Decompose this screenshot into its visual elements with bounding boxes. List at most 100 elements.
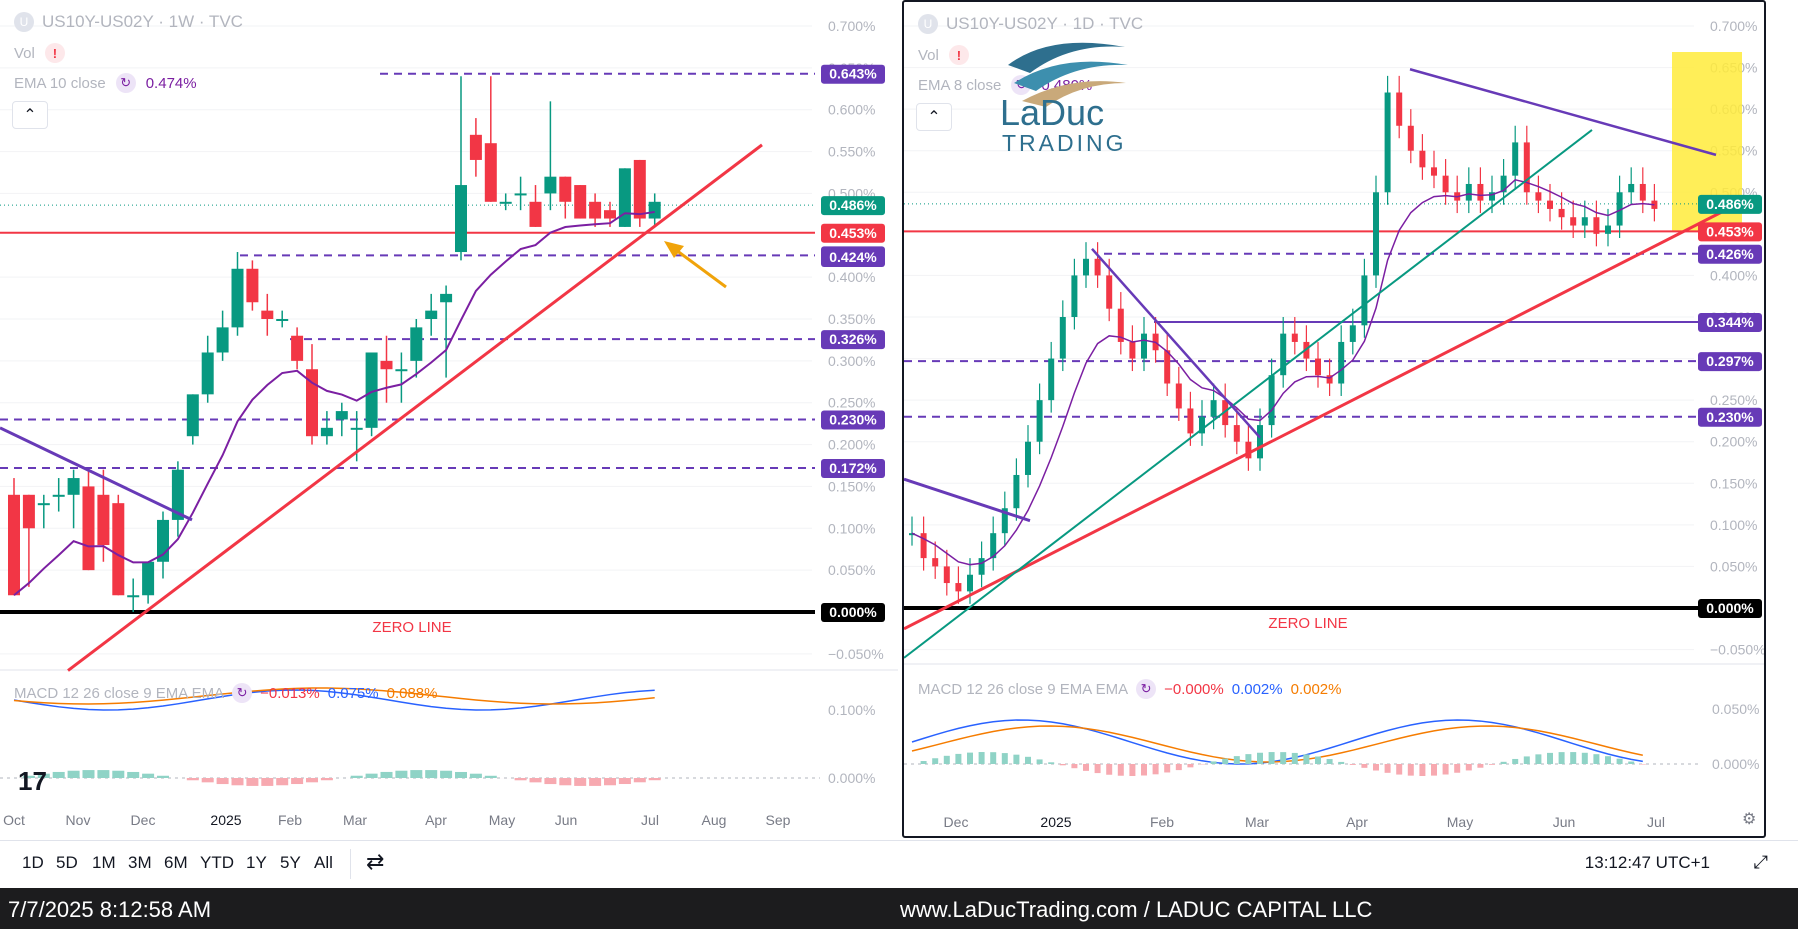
candle-body: [1117, 308, 1124, 342]
price-tick-label: 0.050%: [1710, 558, 1757, 574]
macd-histogram-bar: [1001, 753, 1008, 764]
macd-histogram-bar: [380, 771, 393, 778]
price-badge-label: 0.230%: [1706, 409, 1754, 425]
timeframe-3m-button[interactable]: 3M: [128, 853, 152, 872]
price-badge: [821, 248, 885, 268]
macd-histogram-bar: [618, 778, 631, 785]
price-tick-label: −0.050%: [1710, 642, 1764, 658]
price-tick-label: 0.250%: [828, 395, 875, 411]
macd-legend[interactable]: MACD 12 26 close 9 EMA EMA ↻ −0.013% 0.0…: [14, 683, 437, 703]
macd-legend[interactable]: MACD 12 26 close 9 EMA EMA ↻ −0.000% 0.0…: [918, 679, 1341, 699]
symbol-header[interactable]: U US10Y-US02Y · 1W · TVC: [14, 12, 243, 32]
candle-body: [529, 201, 542, 227]
candle-body: [67, 478, 80, 495]
time-axis-label: Jun: [1553, 814, 1576, 830]
refresh-icon[interactable]: ↻: [232, 683, 253, 703]
macd-histogram-bar: [127, 771, 140, 778]
candle-body: [1141, 333, 1147, 359]
annotation-arrow: [675, 248, 727, 289]
candle-body: [1338, 341, 1345, 384]
symbol-header[interactable]: U US10Y-US02Y · 1D · TVC: [918, 14, 1143, 34]
candle-body: [22, 494, 35, 529]
falling-trendline-top: [1409, 68, 1717, 157]
vol-indicator[interactable]: Vol !: [14, 43, 65, 63]
macd-histogram-bar: [1175, 764, 1182, 771]
macd-histogram-bar: [932, 758, 939, 764]
timeframe-5d-button[interactable]: 5D: [56, 853, 78, 872]
refresh-icon[interactable]: ↻: [1136, 679, 1157, 699]
price-badge-label: 0.643%: [829, 66, 877, 82]
macd-histogram-bar: [920, 761, 927, 764]
weekly-chart-pane[interactable]: 0.700%0.650%0.600%0.550%0.500%0.400%0.35…: [0, 0, 898, 838]
warning-icon[interactable]: !: [44, 43, 65, 63]
price-tick-label: 0.200%: [828, 437, 875, 453]
weekly-chart-canvas[interactable]: 0.700%0.650%0.600%0.550%0.500%0.400%0.35…: [0, 0, 898, 838]
macd-line-value: 0.002%: [1231, 680, 1283, 698]
candle-body: [350, 427, 363, 430]
time-axis-label: Aug: [702, 812, 727, 828]
macd-histogram-bar: [1222, 758, 1229, 764]
price-badge: [821, 223, 885, 243]
footer-bar: 7/7/2025 8:12:58 AM www.LaDucTrading.com…: [0, 888, 1798, 929]
macd-histogram-bar: [1442, 764, 1449, 775]
macd-histogram-bar: [157, 775, 169, 778]
candle-body: [1384, 92, 1391, 193]
symbol-badge: U: [918, 14, 938, 34]
timeframe-5y-button[interactable]: 5Y: [280, 853, 301, 872]
bottom-toolbar: 1D 5D 1M 3M 6M YTD 1Y 5Y All ⇄: [0, 840, 1798, 889]
price-badge-label: 0.172%: [829, 460, 877, 476]
macd-histogram-bar: [1407, 764, 1414, 776]
candle-body: [955, 583, 962, 592]
candle-body: [142, 561, 155, 596]
price-badge: [1698, 244, 1762, 264]
timeframe-1y-button[interactable]: 1Y: [246, 853, 267, 872]
candle-body: [1257, 425, 1263, 459]
vol-indicator[interactable]: Vol !: [918, 45, 969, 65]
macd-histogram-bar: [1094, 764, 1101, 774]
refresh-icon[interactable]: ↻: [115, 73, 136, 93]
warning-icon[interactable]: !: [948, 45, 969, 65]
macd-histogram-bar: [276, 778, 289, 786]
macd-histogram-bar: [67, 770, 80, 778]
candle-body: [1048, 358, 1055, 401]
candle-body: [1199, 416, 1205, 434]
candle-body: [1500, 175, 1507, 193]
candle-body: [1523, 142, 1530, 193]
daily-chart-canvas[interactable]: 0.700%0.650%0.600%0.550%0.500%0.400%0.35…: [904, 2, 1764, 836]
utc-clock[interactable]: 13:12:47 UTC+1: [1584, 853, 1710, 872]
collapse-legend-button[interactable]: ⌃: [916, 103, 952, 131]
candle-body: [1605, 225, 1611, 234]
candle-body: [1616, 192, 1623, 226]
date-range-icon[interactable]: ⇄: [366, 849, 385, 874]
timeframe-6m-button[interactable]: 6M: [164, 853, 188, 872]
price-badge-label: 0.344%: [1706, 314, 1754, 330]
time-axis-label: Apr: [425, 812, 447, 828]
timeframe-ytd-button[interactable]: YTD: [200, 853, 234, 872]
collapse-legend-button[interactable]: ⌃: [12, 101, 48, 129]
macd-histogram-bar: [320, 778, 333, 781]
candle-body: [1175, 383, 1182, 409]
macd-histogram-bar: [365, 773, 378, 778]
macd-histogram-bar: [1465, 764, 1472, 771]
candle-body: [1581, 217, 1588, 226]
logo-line2: TRADING: [1002, 130, 1127, 155]
macd-histogram-bar: [1616, 758, 1623, 764]
candle-body: [1465, 183, 1472, 201]
macd-histogram-bar: [1512, 758, 1519, 764]
candle-body: [127, 595, 140, 598]
daily-chart-pane[interactable]: 0.700%0.650%0.600%0.550%0.500%0.400%0.35…: [902, 0, 1766, 838]
candle-body: [201, 352, 214, 395]
timeframe-1m-button[interactable]: 1M: [92, 853, 116, 872]
ema-indicator[interactable]: EMA 10 close ↻ 0.474%: [14, 73, 197, 93]
candle-body: [574, 185, 587, 219]
timeframe-1d-button[interactable]: 1D: [22, 853, 44, 872]
macd-histogram-bar: [291, 778, 304, 785]
timeframe-all-button[interactable]: All: [314, 853, 333, 872]
candle-body: [231, 268, 244, 328]
candle-body: [1036, 400, 1043, 442]
candle-body: [455, 185, 467, 253]
time-axis-label: May: [489, 812, 515, 828]
candle-body: [276, 319, 289, 321]
fullscreen-icon[interactable]: ⤢: [1753, 852, 1768, 872]
candle-body: [1001, 508, 1008, 534]
